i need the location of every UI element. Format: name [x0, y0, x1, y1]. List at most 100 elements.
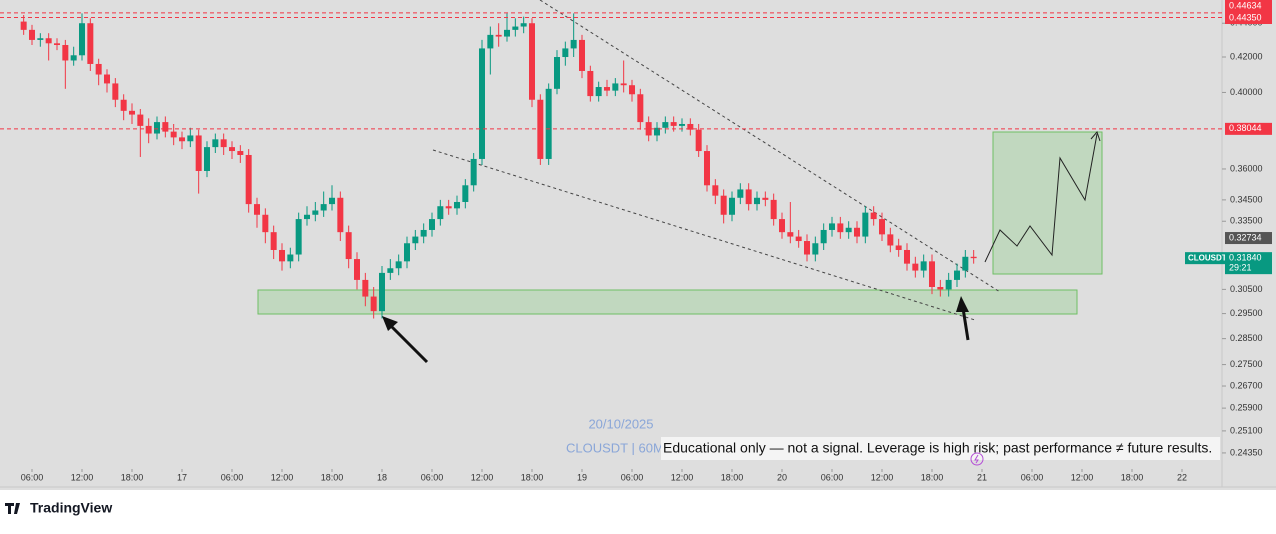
x-tick-label: 12:00 [471, 472, 494, 482]
candle-body [179, 137, 185, 142]
price-label-box [1225, 0, 1272, 12]
candle-body [904, 249, 910, 264]
candle-body [320, 204, 327, 211]
candle-body [420, 229, 427, 237]
candle-body [612, 83, 619, 91]
y-tick-label: 0.24350 [1230, 447, 1263, 457]
candle-body [954, 270, 960, 280]
x-tick-label: 18:00 [921, 472, 944, 482]
y-tick-label: 0.25900 [1230, 402, 1263, 412]
candle-body [254, 204, 260, 215]
candle-body [587, 70, 594, 97]
candle-body [887, 234, 894, 246]
countdown-label: 29:21 [1229, 263, 1252, 273]
candle-body [229, 147, 235, 152]
alert-icon-bolt [974, 454, 979, 464]
y-tick-label: 0.26700 [1230, 380, 1263, 390]
candle-body [62, 45, 69, 61]
candle-body [962, 256, 969, 271]
alert-icon[interactable] [970, 452, 984, 466]
candle-body [579, 39, 585, 71]
candle-body [354, 259, 360, 280]
candle-body [270, 232, 277, 250]
candle-body [787, 232, 794, 237]
candle-body [754, 197, 760, 205]
x-tick-label: 18:00 [121, 472, 144, 482]
symbol-label: CLOUSDT [1188, 253, 1227, 262]
candle-body [670, 122, 677, 126]
x-tick-label: 12:00 [871, 472, 894, 482]
candle-body [804, 241, 810, 255]
candle-body [479, 48, 485, 159]
candle-body [304, 214, 310, 220]
candle-body [770, 199, 777, 220]
y-tick-label: 0.42000 [1230, 51, 1263, 61]
footer-background [0, 490, 1276, 529]
candle-body [112, 83, 119, 100]
candle-body [329, 197, 335, 205]
candle-body [87, 23, 94, 64]
candle-body [870, 212, 877, 220]
candle-body [704, 151, 710, 186]
candle-body [379, 272, 385, 312]
candle-body [545, 88, 552, 159]
candle-body [362, 279, 369, 297]
tradingview-logo: TradingView [5, 500, 112, 516]
x-tick-label: 12:00 [71, 472, 94, 482]
candle-body [829, 223, 835, 230]
candle-body [687, 123, 694, 130]
x-tick-label: 12:00 [271, 472, 294, 482]
candle-body [345, 232, 352, 260]
candle-body [879, 219, 885, 235]
candle-body [395, 261, 402, 269]
candle-body [387, 268, 394, 273]
date-watermark: 20/10/2025 [588, 416, 653, 431]
symbol-watermark: CLOUSDT | 60M [566, 440, 664, 455]
x-tick-label: 06:00 [821, 472, 844, 482]
candle-body [629, 85, 635, 95]
candle-body [187, 135, 194, 142]
last-price-box [1225, 252, 1272, 275]
candle-body [120, 99, 127, 111]
candle-body [929, 261, 935, 288]
candle-body [679, 123, 685, 126]
price-label: 0.44350 [1229, 12, 1262, 22]
candle-body [812, 243, 819, 255]
candle-body [237, 151, 244, 155]
candle-body [795, 236, 802, 242]
x-tick-label: 17 [177, 472, 187, 482]
annotation: Educational only — not a signal. Leverag… [663, 440, 1212, 456]
candle-body [129, 110, 135, 115]
candle-body [620, 83, 627, 86]
x-tick-label: 18:00 [521, 472, 544, 482]
candle-body [279, 249, 285, 262]
candle-body [170, 131, 177, 138]
candle-body [920, 261, 927, 271]
candle-body [762, 197, 769, 200]
candle-body [937, 287, 944, 290]
candle-body [20, 21, 27, 30]
candle-body [429, 219, 435, 230]
y-tick-label: 0.28500 [1230, 333, 1263, 343]
y-tick-label: 0.25100 [1230, 425, 1263, 435]
upper-trendline [539, 0, 1001, 293]
price-label: 0.44634 [1229, 0, 1262, 10]
candle-body [79, 23, 85, 56]
candle-body [779, 219, 785, 233]
candle-body [37, 38, 44, 40]
candle-body [712, 185, 719, 196]
candle-body [820, 229, 827, 244]
candle-body [745, 189, 752, 205]
candle-body [70, 55, 77, 61]
candle-body [912, 263, 919, 271]
target-zone [992, 131, 1103, 275]
x-tick-label: 21 [977, 472, 987, 482]
y-tick-label: 0.36000 [1230, 163, 1263, 173]
projection-arrowhead [1090, 131, 1101, 142]
candle-body [520, 23, 527, 27]
candle-body [595, 87, 602, 97]
candle-body [195, 135, 202, 171]
arrow-left-head [382, 316, 398, 331]
candle-body [512, 26, 519, 30]
